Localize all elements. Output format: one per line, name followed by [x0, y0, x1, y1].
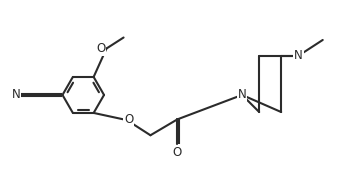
Text: N: N	[294, 49, 303, 62]
Text: N: N	[12, 88, 20, 101]
Text: N: N	[238, 88, 246, 101]
Text: O: O	[173, 146, 182, 159]
Text: O: O	[124, 113, 133, 126]
Text: O: O	[96, 42, 105, 55]
